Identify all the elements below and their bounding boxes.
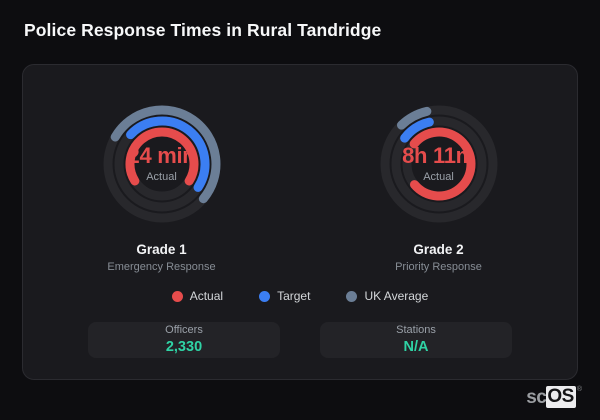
legend-item-target[interactable]: Target [259, 290, 310, 302]
radial-gauge-grade-2 [380, 105, 497, 223]
legend-item-actual[interactable]: Actual [171, 289, 224, 304]
stats-row: Officers 2,330 Stations N/A [23, 322, 577, 359]
target-legend-dot [259, 290, 271, 302]
radial-gauge-grade-1 [103, 105, 220, 223]
scos-logo-box: OS [546, 386, 576, 408]
legend-label-actual: Actual [189, 289, 224, 304]
officers-stat-card: Officers 2,330 [88, 322, 280, 359]
stations-stat-value: N/A [403, 339, 429, 356]
gauge-grade-2-subtitle: Priority Response [395, 261, 482, 274]
uk-average-legend-dot [346, 290, 358, 302]
stations-stat-label: Stations [396, 324, 436, 337]
legend-item-uk-average[interactable]: UK Average [346, 290, 428, 302]
chart-legend: Actual Target UK Average [23, 290, 577, 302]
scos-logo: sc OS ® [526, 386, 582, 408]
actual-legend-dot [171, 290, 183, 302]
stations-stat-card: Stations N/A [320, 322, 512, 359]
gauge-grade-1-subtitle: Emergency Response [107, 261, 216, 274]
legend-label-uk-average: UK Average [364, 289, 429, 304]
gauge-grade-1: 24 min Actual Grade 1 Emergency Response [23, 89, 300, 274]
registered-trademark-icon: ® [576, 386, 582, 393]
gauge-grade-2: 8h 11m Actual Grade 2 Priority Response [300, 89, 577, 274]
gauge-grade-1-chart: 24 min Actual [87, 89, 237, 239]
scos-logo-prefix: sc [526, 387, 547, 408]
gauges-row: 24 min Actual Grade 1 Emergency Response… [23, 89, 577, 274]
page-title: Police Response Times in Rural Tandridge [24, 20, 382, 40]
officers-stat-value: 2,330 [165, 339, 203, 356]
legend-label-target: Target [277, 289, 311, 304]
officers-stat-label: Officers [165, 324, 203, 337]
gauge-grade-2-chart: 8h 11m Actual [364, 89, 514, 239]
gauge-grade-1-title: Grade 1 [136, 242, 187, 257]
gauge-grade-2-title: Grade 2 [413, 242, 464, 257]
response-times-card: 24 min Actual Grade 1 Emergency Response… [22, 64, 578, 380]
